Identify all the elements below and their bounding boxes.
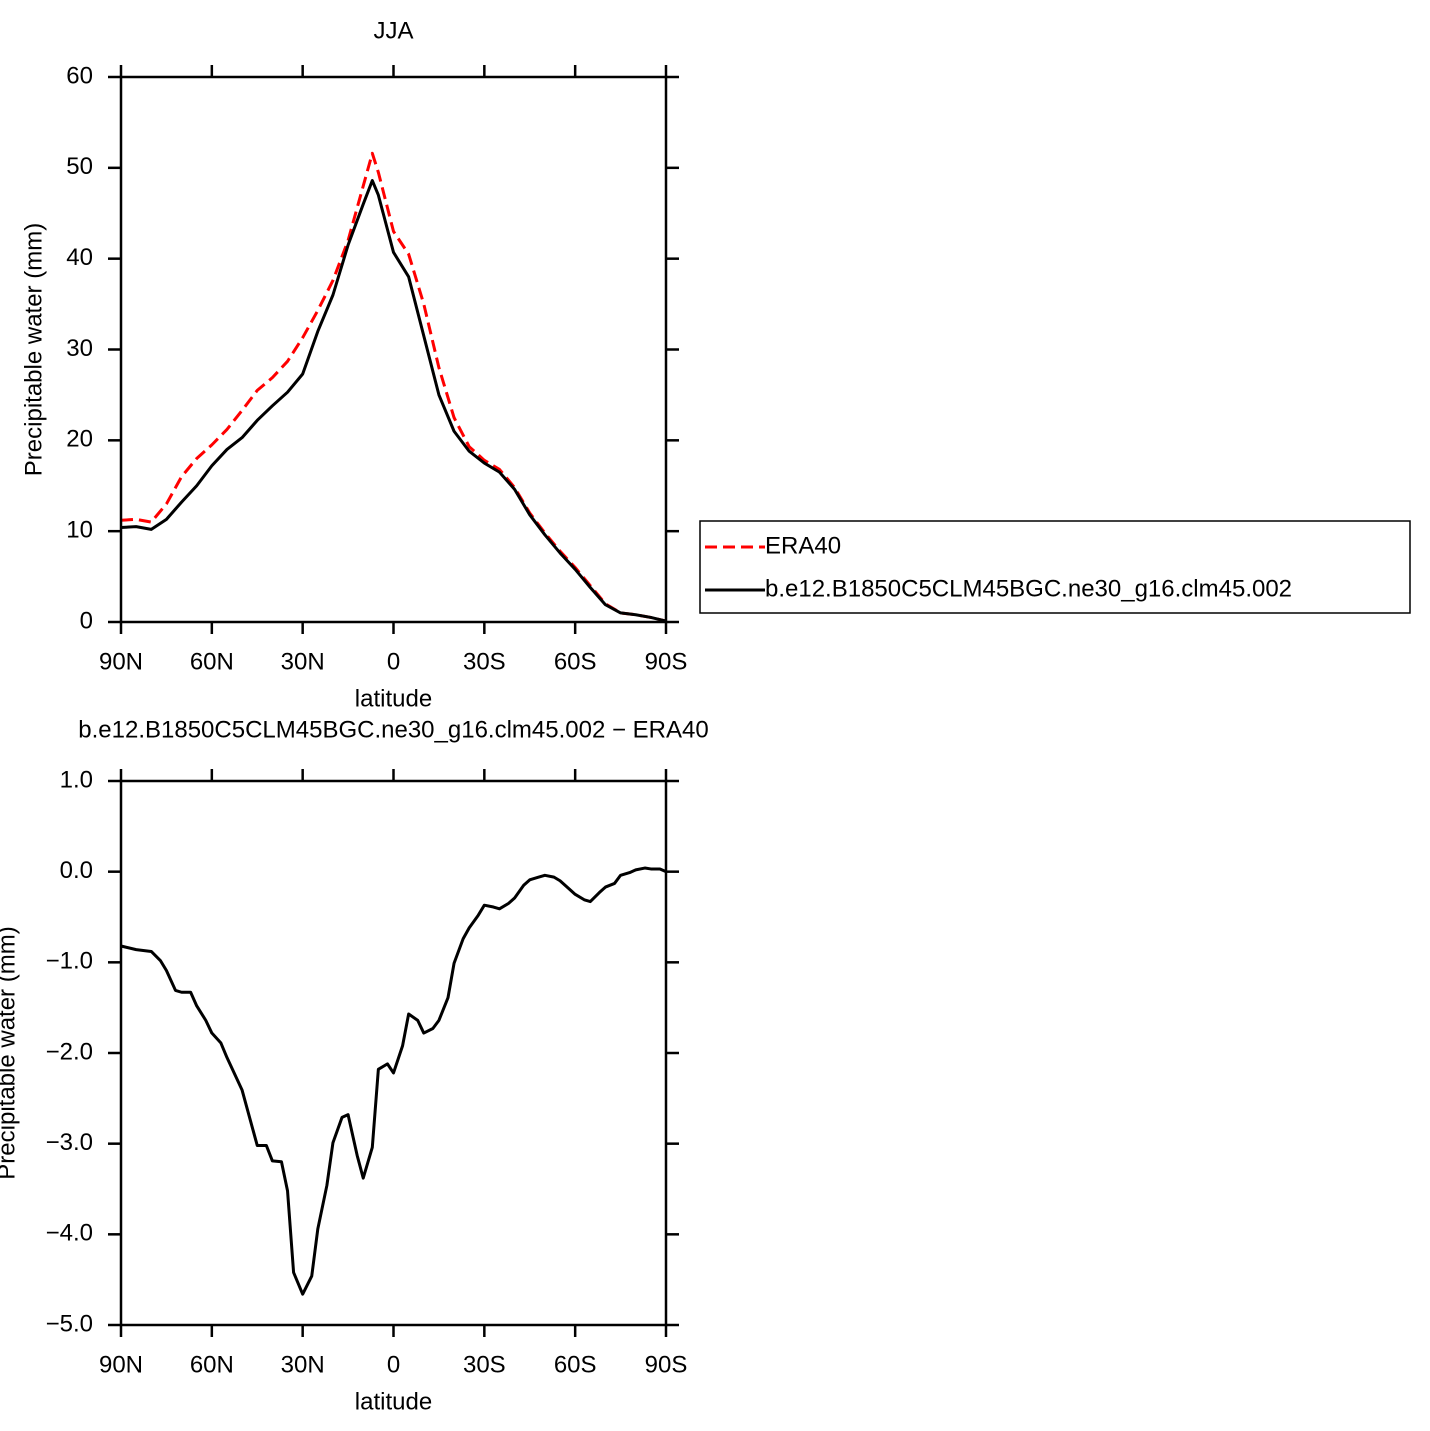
chart-title: JJA	[373, 17, 413, 44]
x-tick-label: 60S	[554, 648, 597, 675]
x-tick-label: 90N	[99, 1351, 143, 1378]
y-axis-label: Precipitable water (mm)	[20, 223, 47, 476]
plot-frame	[119, 779, 668, 1327]
y-tick-label: 10	[66, 517, 93, 544]
x-tick-label: 90N	[99, 648, 143, 675]
y-tick-label: −2.0	[46, 1038, 93, 1065]
legend-label: ERA40	[765, 532, 841, 559]
x-tick-label: 60N	[190, 1351, 234, 1378]
y-tick-label: 20	[66, 426, 93, 453]
x-tick-label: 30S	[463, 648, 506, 675]
y-tick-label: −4.0	[46, 1220, 93, 1247]
legend-box	[699, 520, 1411, 614]
x-tick-label: 60S	[554, 1351, 597, 1378]
y-tick-label: −5.0	[46, 1310, 93, 1337]
y-tick-label: 0.0	[60, 857, 93, 884]
y-tick-label: 30	[66, 335, 93, 362]
plot-frame	[119, 75, 668, 624]
y-tick-label: 60	[66, 62, 93, 89]
x-axis-label: latitude	[355, 685, 432, 712]
x-tick-label: 90S	[645, 1351, 688, 1378]
x-tick-label: 60N	[190, 648, 234, 675]
y-axis-label: Precipitable water (mm)	[0, 926, 20, 1179]
y-tick-label: −3.0	[46, 1129, 93, 1156]
y-tick-label: 1.0	[60, 766, 93, 793]
x-tick-label: 30N	[281, 648, 325, 675]
data-line	[120, 179, 667, 623]
x-axis-label: latitude	[355, 1388, 432, 1415]
y-tick-label: 40	[66, 244, 93, 271]
y-tick-label: 0	[80, 607, 93, 634]
x-tick-label: 30S	[463, 1351, 506, 1378]
data-line	[120, 151, 667, 623]
legend-label: b.e12.B1850C5CLM45BGC.ne30_g16.clm45.002	[765, 575, 1292, 602]
x-tick-label: 90S	[645, 648, 688, 675]
data-line	[120, 866, 667, 1296]
x-tick-label: 30N	[281, 1351, 325, 1378]
x-tick-label: 0	[387, 1351, 400, 1378]
y-tick-label: 50	[66, 153, 93, 180]
y-tick-label: −1.0	[46, 948, 93, 975]
x-tick-label: 0	[387, 648, 400, 675]
chart-title: b.e12.B1850C5CLM45BGC.ne30_g16.clm45.002…	[78, 716, 708, 743]
